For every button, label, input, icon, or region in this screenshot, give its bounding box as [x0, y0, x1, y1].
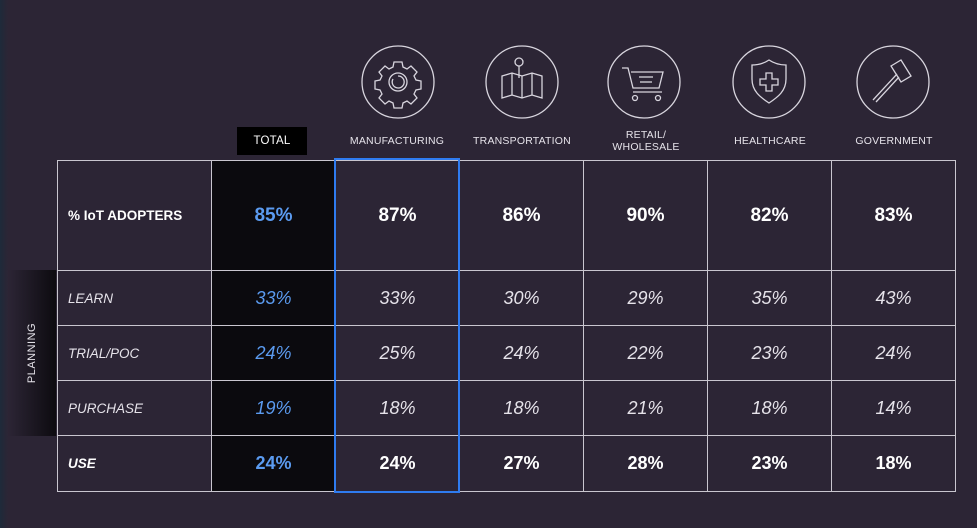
map-pin-icon: [484, 44, 560, 120]
table-row: LEARN 33% 33% 30% 29% 35% 43%: [57, 270, 956, 326]
cell-total: 85%: [211, 160, 336, 271]
cell-total: 19%: [211, 380, 336, 436]
table-row: PURCHASE 19% 18% 18% 21% 18% 14%: [57, 380, 956, 436]
cell-manufacturing: 33%: [335, 270, 460, 326]
cell-healthcare: 23%: [707, 435, 832, 492]
cell-manufacturing: 25%: [335, 325, 460, 381]
table-row: % IoT ADOPTERS 85% 87% 86% 90% 82% 83%: [57, 160, 956, 271]
cell-total: 24%: [211, 435, 336, 492]
column-header-healthcare: HEALTHCARE: [734, 135, 806, 147]
cell-transportation: 30%: [459, 270, 584, 326]
row-label: USE: [57, 435, 212, 492]
left-edge-strip: [0, 0, 8, 528]
cell-transportation: 24%: [459, 325, 584, 381]
cell-retail: 29%: [583, 270, 708, 326]
cell-manufacturing: 87%: [335, 160, 460, 271]
planning-label-text: PLANNING: [26, 322, 38, 384]
cell-government: 18%: [831, 435, 956, 492]
row-label: TRIAL/POC: [57, 325, 212, 381]
column-header-government: GOVERNMENT: [855, 135, 933, 147]
cell-healthcare: 35%: [707, 270, 832, 326]
table-row: TRIAL/POC 24% 25% 24% 22% 23% 24%: [57, 325, 956, 381]
row-label: PURCHASE: [57, 380, 212, 436]
cell-transportation: 27%: [459, 435, 584, 492]
table-row: USE 24% 24% 27% 28% 23% 18%: [57, 435, 956, 492]
cell-total: 24%: [211, 325, 336, 381]
cell-healthcare: 18%: [707, 380, 832, 436]
cell-retail: 90%: [583, 160, 708, 271]
cell-retail: 28%: [583, 435, 708, 492]
cell-healthcare: 23%: [707, 325, 832, 381]
column-header-retail-wholesale: RETAIL/ WHOLESALE: [612, 129, 680, 153]
column-header-total: TOTAL: [237, 127, 307, 155]
shopping-cart-icon: [606, 44, 682, 120]
column-header-manufacturing: MANUFACTURING: [349, 135, 445, 147]
medical-shield-icon: [731, 44, 807, 120]
cell-government: 14%: [831, 380, 956, 436]
row-label: LEARN: [57, 270, 212, 326]
cell-total: 33%: [211, 270, 336, 326]
gear-icon: [360, 44, 436, 120]
planning-band: [8, 270, 56, 436]
planning-label: PLANNING: [14, 270, 50, 436]
cell-healthcare: 82%: [707, 160, 832, 271]
cell-manufacturing: 18%: [335, 380, 460, 436]
adoption-table: % IoT ADOPTERS 85% 87% 86% 90% 82% 83% LEARN 33%…: [57, 160, 956, 492]
cell-government: 43%: [831, 270, 956, 326]
cell-retail: 21%: [583, 380, 708, 436]
row-label: % IoT ADOPTERS: [57, 160, 212, 271]
cell-retail: 22%: [583, 325, 708, 381]
cell-government: 83%: [831, 160, 956, 271]
cell-transportation: 86%: [459, 160, 584, 271]
cell-manufacturing: 24%: [335, 435, 460, 492]
cell-government: 24%: [831, 325, 956, 381]
cell-transportation: 18%: [459, 380, 584, 436]
column-header-transportation: TRANSPORTATION: [473, 135, 571, 147]
gavel-icon: [855, 44, 931, 120]
